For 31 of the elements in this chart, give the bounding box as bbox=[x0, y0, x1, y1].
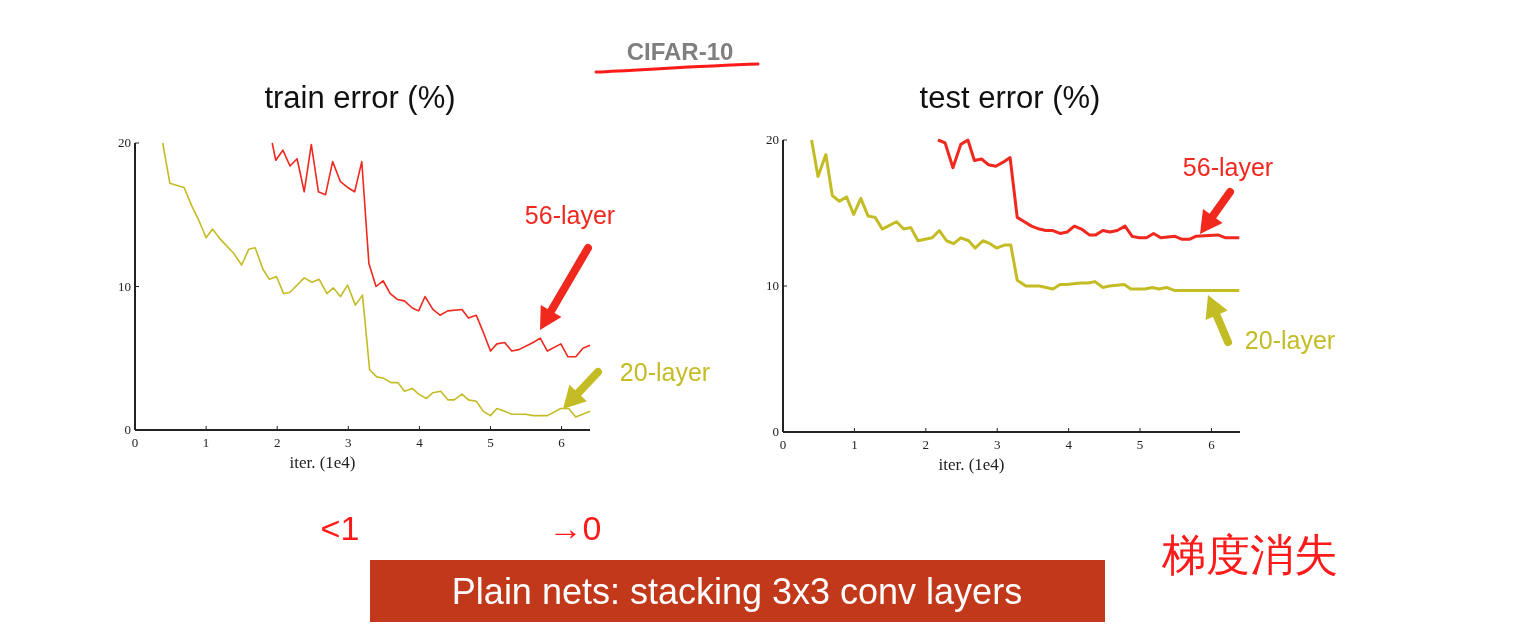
chart-title: train error (%) bbox=[264, 80, 456, 115]
x-tick-label: 5 bbox=[487, 435, 494, 450]
y-tick-label: 10 bbox=[118, 278, 131, 294]
text: 56-layer bbox=[524, 201, 616, 229]
x-tick-label: 3 bbox=[993, 437, 1001, 452]
y-tick-label: 20 bbox=[766, 132, 779, 147]
y-tick-label: 20 bbox=[118, 135, 131, 150]
x-tick-label: 5 bbox=[1136, 437, 1144, 452]
chart-title: test error (%) bbox=[919, 80, 1101, 115]
x-tick-label: 4 bbox=[416, 435, 424, 450]
text: 梯度消失 bbox=[1161, 531, 1338, 580]
x-tick-label: 6 bbox=[558, 435, 566, 450]
x-tick-label: 2 bbox=[273, 435, 281, 450]
y-tick-label: 0 bbox=[772, 424, 779, 439]
legend-label: 20-layer bbox=[1244, 326, 1336, 354]
x-tick-label: 3 bbox=[345, 435, 352, 450]
text: 56-layer bbox=[1182, 153, 1274, 181]
text: Plain nets: stacking 3x3 conv layers bbox=[451, 571, 1023, 612]
text: <1 bbox=[320, 509, 360, 547]
x-tick-label: 6 bbox=[1208, 437, 1216, 452]
x-tick-label: 4 bbox=[1065, 437, 1073, 452]
legend-label: 20-layer bbox=[619, 358, 711, 386]
text: →0 bbox=[548, 509, 602, 547]
y-tick-label: 10 bbox=[766, 278, 779, 293]
x-tick-label: 1 bbox=[202, 435, 210, 450]
y-tick-label: 0 bbox=[124, 422, 131, 437]
x-tick-label: 1 bbox=[851, 437, 858, 452]
x-axis-title: iter. (1e4) bbox=[938, 455, 1005, 474]
x-axis-title: iter. (1e4) bbox=[289, 453, 356, 472]
text: CIFAR-10 bbox=[626, 38, 734, 65]
x-tick-label: 2 bbox=[922, 437, 930, 452]
